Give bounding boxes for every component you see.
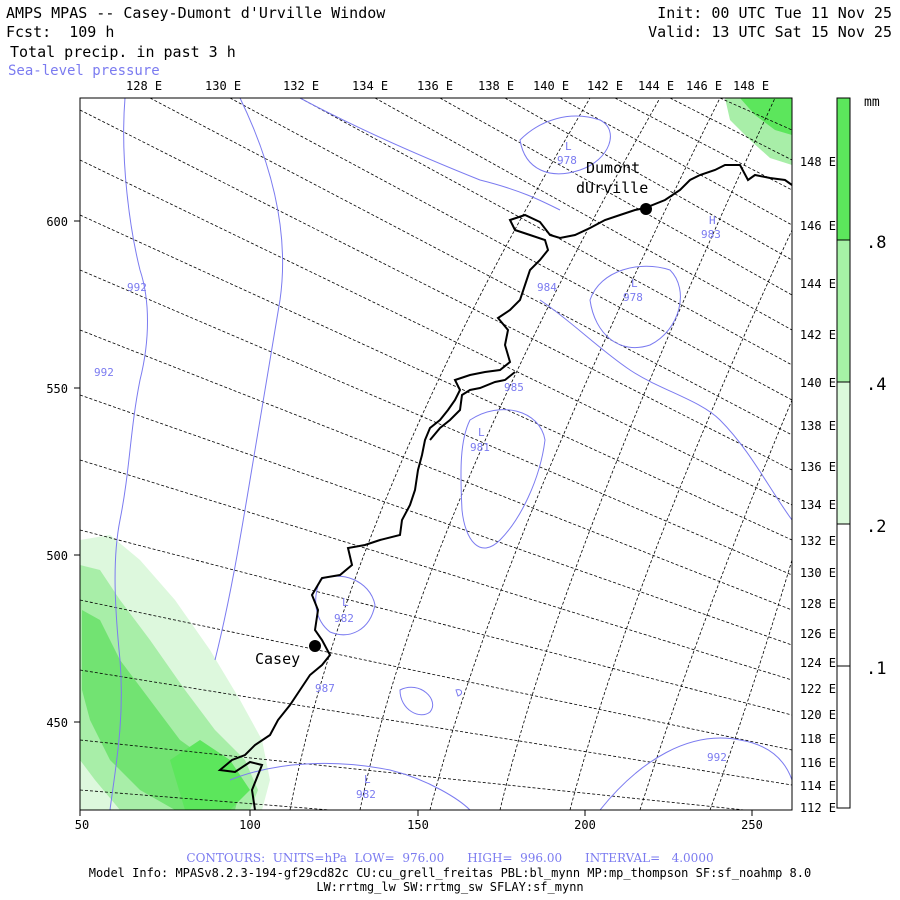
pressure-value: 981 — [470, 441, 490, 454]
station-marker-dumont — [640, 203, 652, 215]
field-name: Total precip. in past 3 h — [10, 43, 236, 61]
pressure-value: 992 — [127, 281, 147, 294]
right-lon-label: 148 E — [800, 155, 836, 169]
x-tick-label: 100 — [239, 818, 261, 832]
forecast-hour: Fcst: 109 h — [6, 23, 115, 41]
y-tick-label: 600 — [46, 215, 68, 229]
right-lon-label: 132 E — [800, 534, 836, 548]
model-info: Model Info: MPASv8.2.3-194-gf29cd82c CU:… — [88, 866, 812, 880]
right-lon-label: 138 E — [800, 419, 836, 433]
x-tick-label: 50 — [75, 818, 89, 832]
colorbar-segment-mid — [837, 240, 850, 382]
right-longitude-labels: 148 E 146 E 144 E 142 E 140 E 138 E 136 … — [800, 155, 836, 815]
pressure-value: 987 — [315, 682, 335, 695]
right-lon-label: 146 E — [800, 219, 836, 233]
top-longitude-labels: 128 E 130 E 132 E 134 E 136 E 138 E 140 … — [126, 79, 769, 93]
pressure-value: 983 — [701, 228, 721, 241]
pressure-value: 982 — [334, 612, 354, 625]
x-tick-label: 250 — [741, 818, 763, 832]
colorbar-label: .1 — [866, 659, 886, 679]
right-lon-label: 144 E — [800, 277, 836, 291]
right-lon-label: 114 E — [800, 779, 836, 793]
right-lon-label: 126 E — [800, 627, 836, 641]
right-lon-label: 142 E — [800, 328, 836, 342]
right-lon-label: 128 E — [800, 597, 836, 611]
right-lon-label: 130 E — [800, 566, 836, 580]
colorbar-label: .2 — [866, 517, 886, 537]
graticule — [80, 98, 792, 810]
y-tick-label: 500 — [46, 549, 68, 563]
colorbar-label: .8 — [866, 233, 886, 253]
top-lon-label: 142 E — [587, 79, 623, 93]
overlay-name: Sea-level pressure — [8, 63, 160, 79]
y-axis-labels: 600 550 500 450 — [46, 215, 80, 730]
pressure-center-type: L — [631, 277, 638, 290]
pressure-value: 992 — [94, 366, 114, 379]
right-lon-label: 134 E — [800, 498, 836, 512]
top-lon-label: 132 E — [283, 79, 319, 93]
pressure-center-type: L — [478, 426, 485, 439]
valid-time: Valid: 13 UTC Sat 15 Nov 25 — [648, 23, 892, 41]
precip-area-peak — [170, 740, 250, 810]
coastline — [217, 164, 792, 810]
colorbar-segment-none — [837, 666, 850, 808]
map-title: AMPS MPAS -- Casey-Dumont d'Urville Wind… — [6, 4, 386, 22]
y-tick-label: 550 — [46, 382, 68, 396]
station-label-dumont-2: dUrville — [576, 179, 648, 197]
station-label-dumont-1: Dumont — [586, 159, 640, 177]
pressure-labels: L 978 H 983 L 978 984 992 992 985 L 981 … — [94, 140, 727, 801]
pressure-center-type: L — [342, 596, 349, 609]
pressure-value: 978 — [557, 154, 577, 167]
colorbar: mm .8 .4 .2 .1 — [836, 95, 886, 809]
pressure-value: 985 — [504, 381, 524, 394]
top-lon-label: 144 E — [638, 79, 674, 93]
contour-info: CONTOURS: UNITS=hPa LOW= 976.00 HIGH= 99… — [186, 851, 714, 865]
y-tick-label: 450 — [46, 716, 68, 730]
pressure-center-type: H — [709, 214, 716, 227]
colorbar-segment-low — [837, 382, 850, 524]
top-lon-label: 146 E — [686, 79, 722, 93]
pressure-center-type: L — [364, 773, 371, 786]
x-tick-label: 150 — [407, 818, 429, 832]
station-casey: Casey — [255, 640, 321, 668]
right-lon-label: 118 E — [800, 732, 836, 746]
init-time: Init: 00 UTC Tue 11 Nov 25 — [657, 4, 892, 22]
top-lon-label: 148 E — [733, 79, 769, 93]
right-lon-label: 140 E — [800, 376, 836, 390]
colorbar-label: .4 — [866, 375, 886, 395]
right-lon-label: 122 E — [800, 682, 836, 696]
x-tick-label: 200 — [574, 818, 596, 832]
model-info-2: LW:rrtmg_lw SW:rrtmg_sw SFLAY:sf_mynn — [316, 880, 584, 894]
pressure-center-type: L — [565, 140, 572, 153]
pressure-value: 992 — [707, 751, 727, 764]
right-lon-label: 124 E — [800, 656, 836, 670]
right-lon-label: 112 E — [800, 801, 836, 815]
top-lon-label: 138 E — [478, 79, 514, 93]
right-lon-label: 116 E — [800, 756, 836, 770]
top-lon-label: 134 E — [352, 79, 388, 93]
station-label-casey: Casey — [255, 650, 300, 668]
pressure-value: 982 — [356, 788, 376, 801]
isobars — [109, 98, 792, 810]
top-lon-label: 140 E — [533, 79, 569, 93]
top-lon-label: 136 E — [417, 79, 453, 93]
precip-shading — [80, 98, 792, 810]
right-lon-label: 136 E — [800, 460, 836, 474]
top-lon-label: 128 E — [126, 79, 162, 93]
colorbar-unit: mm — [864, 95, 880, 110]
pressure-value: 984 — [537, 281, 557, 294]
top-lon-label: 130 E — [205, 79, 241, 93]
precip-area-ne-peak — [740, 98, 792, 135]
station-marker-casey — [309, 640, 321, 652]
pressure-value: 978 — [623, 291, 643, 304]
station-dumont: Dumont dUrville — [576, 159, 652, 215]
x-axis-labels: 50 100 150 200 250 — [75, 810, 763, 832]
plot-frame — [79, 97, 793, 811]
colorbar-segment-high — [837, 98, 850, 240]
colorbar-segment-min — [837, 524, 850, 666]
right-lon-label: 120 E — [800, 708, 836, 722]
